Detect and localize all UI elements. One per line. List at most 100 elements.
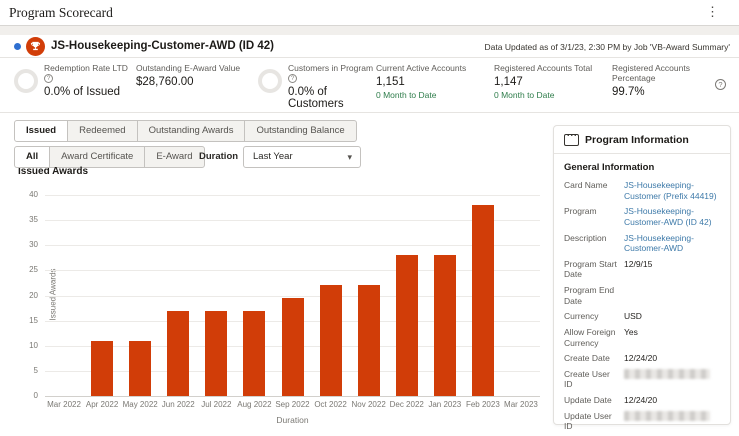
- metric-tabs: Issued Redeemed Outstanding Awards Outst…: [14, 120, 357, 142]
- field-label: Program: [564, 206, 597, 217]
- program-information-panel: Program Information General Information …: [553, 125, 731, 431]
- bar-sep-2022[interactable]: [281, 298, 304, 396]
- main-content: JS-Housekeeping-Customer-AWD (ID 42) Dat…: [0, 35, 739, 436]
- award-type-filter: All Award Certificate E-Award: [14, 146, 205, 168]
- bar-oct-2022[interactable]: [319, 285, 342, 396]
- chart-plot: Issued Awards 0 5 10 15 20 25 30 35 40 Mar 2022 Ap…: [29, 190, 540, 409]
- kpi-row: Redemption Rate LTD ? 0.0% of Issued Out…: [0, 58, 739, 113]
- y-tick-label: 35: [29, 215, 38, 225]
- kpi-registered-accounts-total: Registered Accounts Total 1,147 0 Month …: [494, 63, 606, 100]
- bar-jul-2022[interactable]: [205, 310, 228, 396]
- bar-aug-2022[interactable]: [243, 310, 266, 396]
- chart-title: Issued Awards: [18, 166, 89, 177]
- x-tick-label: Mar 2022: [47, 400, 81, 409]
- gridline: [45, 220, 540, 222]
- tab-redeemed[interactable]: Redeemed: [67, 120, 138, 142]
- help-icon[interactable]: ?: [715, 79, 726, 90]
- bar-nov-2022[interactable]: [357, 285, 380, 396]
- tab-issued[interactable]: Issued: [14, 120, 69, 142]
- duration-select[interactable]: Last Year ▾: [243, 146, 361, 168]
- kpi-value: 99.7%: [612, 85, 645, 98]
- tab-outstanding-balance[interactable]: Outstanding Balance: [244, 120, 357, 142]
- field-row: Program JS-Housekeeping-Customer-AWD (ID …: [564, 206, 720, 227]
- y-tick-label: 25: [29, 265, 38, 275]
- x-tick-label: Nov 2022: [351, 400, 386, 409]
- bar-dec-2022[interactable]: [395, 255, 418, 396]
- kpi-label: Customers in Program: [288, 63, 374, 73]
- x-tick-label: Aug 2022: [237, 400, 272, 409]
- field-value: [624, 368, 720, 390]
- data-updated-text: Data Updated as of 3/1/23, 2:30 PM by Jo…: [484, 42, 730, 52]
- x-axis-title: Duration: [276, 415, 309, 425]
- y-tick-label: 0: [33, 391, 38, 400]
- filter-all[interactable]: All: [14, 146, 51, 168]
- kpi-value: $28,760.00: [136, 75, 194, 88]
- x-tick-label: Jan 2023: [428, 400, 462, 409]
- field-row: Program Start Date 12/9/15: [564, 259, 720, 280]
- tab-outstanding-awards[interactable]: Outstanding Awards: [136, 120, 246, 142]
- y-tick-label: 5: [33, 365, 38, 375]
- info-icon[interactable]: ?: [288, 73, 297, 83]
- redacted-value: [624, 410, 710, 421]
- kpi-registered-accounts-percentage: Registered Accounts Percentage 99.7%: [612, 63, 708, 98]
- field-label: Card Name: [564, 180, 608, 190]
- kpi-label: Current Active Accounts: [376, 63, 467, 73]
- field-value: [624, 285, 720, 306]
- redacted-value: [624, 368, 710, 379]
- x-tick-label: Feb 2023: [465, 400, 500, 409]
- field-value[interactable]: JS-Housekeeping-Customer (Prefix 44419): [624, 180, 717, 201]
- field-row: Allow Foreign Currency Yes: [564, 327, 720, 348]
- bar-feb-2023[interactable]: [471, 205, 494, 396]
- info-icon[interactable]: ?: [44, 73, 53, 83]
- x-tick-label: Mar 2023: [504, 400, 538, 409]
- field-row: Currency USD: [564, 311, 720, 322]
- y-tick-label: 30: [29, 240, 38, 250]
- duration-label: Duration: [199, 151, 239, 162]
- field-value: USD: [624, 311, 642, 322]
- x-tick-label: Jul 2022: [201, 400, 232, 409]
- kpi-value: 1,147: [494, 75, 523, 88]
- field-value: 12/24/20: [624, 395, 658, 405]
- program-trophy-icon: [26, 37, 45, 56]
- field-value[interactable]: JS-Housekeeping-Customer-AWD: [624, 232, 694, 254]
- field-value: 12/9/15: [624, 258, 653, 269]
- bar-jun-2022[interactable]: [167, 310, 190, 396]
- field-row: Create User ID: [564, 368, 720, 390]
- kpi-subtext: 0 Month to Date: [376, 89, 437, 100]
- kpi-value: 1,151: [376, 75, 405, 88]
- panel-title: Program Information: [585, 134, 689, 146]
- filter-eaward[interactable]: E-Award: [144, 146, 205, 168]
- panel-fields: Card Name JS-Housekeeping-Customer (Prefi…: [564, 180, 720, 432]
- y-tick-label: 15: [29, 315, 38, 325]
- field-row: Update User ID: [564, 410, 720, 432]
- bar-apr-2022[interactable]: [91, 340, 114, 396]
- redemption-donut-gauge: [14, 69, 38, 93]
- kpi-subtext: 0 Month to Date: [494, 89, 555, 100]
- field-label: Program End Date: [564, 285, 615, 306]
- kebab-menu-icon[interactable]: ⋮: [706, 4, 719, 19]
- panel-header: Program Information: [554, 126, 730, 154]
- kpi-value: 0.0% of Issued: [44, 85, 121, 98]
- app-header: Program Scorecard ⋮: [0, 0, 739, 26]
- y-tick-label: 40: [29, 190, 38, 199]
- customers-donut-gauge: [258, 69, 282, 93]
- bar-may-2022[interactable]: [129, 340, 152, 396]
- card-window-icon: [564, 128, 579, 146]
- x-tick-label: Sep 2022: [275, 400, 310, 409]
- kpi-value: 0.0% of Customers: [288, 85, 344, 110]
- field-label: Update Date: [564, 395, 612, 405]
- chevron-down-icon: ▾: [347, 152, 352, 162]
- field-label: Description: [564, 232, 607, 243]
- filter-award-certificate[interactable]: Award Certificate: [49, 146, 146, 168]
- y-tick-label: 20: [29, 290, 38, 300]
- bar-jan-2023[interactable]: [433, 255, 456, 396]
- kpi-customers-in-program: Customers in Program ? 0.0% of Customers: [288, 63, 374, 110]
- field-value[interactable]: JS-Housekeeping-Customer-AWD (ID 42): [624, 206, 712, 227]
- field-value: [624, 410, 720, 432]
- field-label: Create Date: [564, 353, 610, 364]
- gridline: [45, 396, 540, 397]
- x-tick-label: Apr 2022: [85, 400, 119, 409]
- section-title: General Information: [564, 162, 655, 173]
- kpi-redemption-rate: Redemption Rate LTD ? 0.0% of Issued: [44, 63, 134, 98]
- kpi-label: Outstanding E-Award Value: [136, 63, 241, 73]
